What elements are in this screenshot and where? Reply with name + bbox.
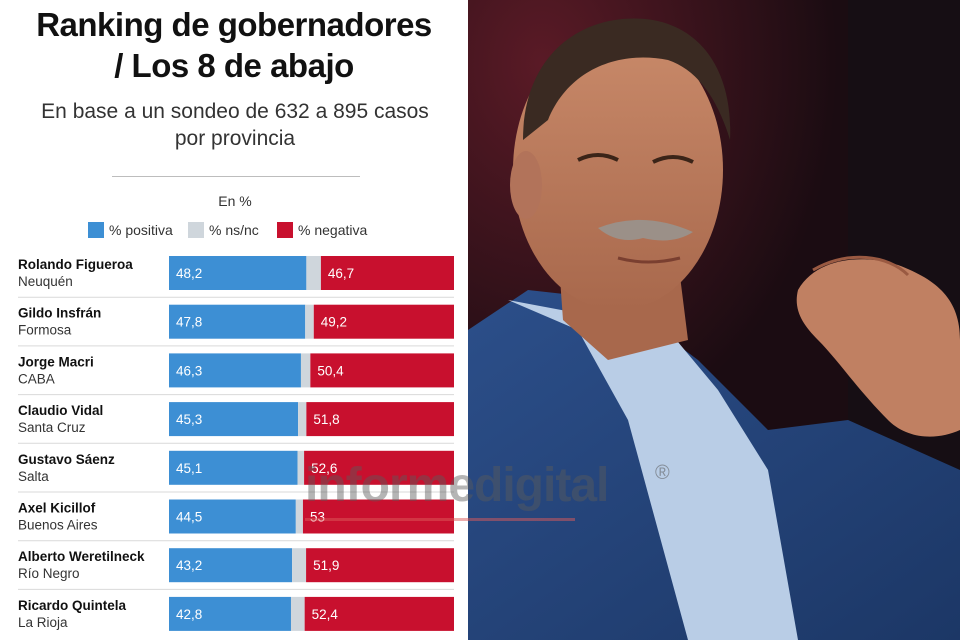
unit-label: En %	[218, 193, 252, 209]
watermark-text: informedigital	[305, 459, 609, 512]
bar-segment-negativa	[320, 256, 454, 290]
bar-segment-negativa	[310, 353, 454, 388]
governor-name: Axel Kicillof	[18, 501, 96, 516]
data-label: 52,4	[312, 607, 339, 622]
bar-segment-nsnc	[298, 402, 307, 437]
governor-name: Gildo Insfrán	[18, 306, 101, 321]
legend-label-negativa: % negativa	[298, 222, 368, 238]
legend-swatch-negativa	[277, 222, 293, 238]
chart-title-line2: / Los 8 de abajo	[114, 47, 354, 84]
bar-segment-negativa	[306, 548, 454, 583]
province-name: Neuquén	[18, 274, 73, 289]
legend-label-nsnc: % ns/nc	[209, 222, 259, 238]
data-label: 47,8	[176, 315, 202, 330]
province-name: Santa Cruz	[18, 420, 86, 435]
bar-segment-positiva	[169, 304, 306, 339]
bar-segment-negativa	[306, 402, 454, 437]
bar-segment-positiva	[169, 596, 291, 631]
bar-segment-negativa	[304, 450, 454, 485]
legend-swatch-nsnc	[188, 222, 204, 238]
legend-label-positiva: % positiva	[109, 222, 173, 238]
bar-segment-positiva	[169, 499, 296, 534]
province-name: Salta	[18, 469, 49, 484]
portrait-photo-image	[468, 0, 960, 640]
governor-name: Rolando Figueroa	[18, 257, 133, 272]
bar-segment-nsnc	[290, 596, 305, 631]
watermark-registered-icon: ®	[655, 462, 670, 484]
bar-segment-negativa	[313, 304, 454, 339]
bar-segment-nsnc	[292, 548, 307, 583]
bar-segment-nsnc	[305, 304, 314, 339]
chart-subtitle: En base a un sondeo de 632 a 895 casos p…	[0, 98, 470, 152]
divider	[112, 176, 360, 177]
data-label: 49,2	[321, 315, 347, 330]
province-name: La Rioja	[18, 615, 68, 630]
portrait-photo	[468, 0, 960, 640]
data-label: 52,6	[311, 461, 337, 476]
governor-name: Alberto Weretilneck	[18, 549, 145, 564]
data-label: 51,9	[313, 558, 339, 573]
data-label: 42,8	[176, 607, 202, 622]
data-label: 45,3	[176, 412, 202, 427]
data-label: 48,2	[176, 266, 202, 281]
data-label: 51,8	[313, 412, 339, 427]
province-name: Río Negro	[18, 566, 80, 581]
bar-segment-positiva	[169, 402, 299, 437]
bar-segment-negativa	[304, 596, 454, 631]
data-label: 43,2	[176, 558, 202, 573]
watermark-underline	[305, 518, 575, 521]
chart-subtitle-line1: En base a un sondeo de 632 a 895 casos	[41, 100, 429, 123]
data-label: 46,7	[328, 266, 354, 281]
bar-segment-negativa	[302, 499, 454, 534]
legend-swatch-positiva	[88, 222, 104, 238]
governor-name: Jorge Macri	[18, 354, 94, 369]
bar-segment-nsnc	[295, 499, 303, 534]
data-label: 50,4	[317, 363, 344, 378]
chart-subtitle-line2: por provincia	[174, 127, 296, 150]
bar-segment-positiva	[169, 548, 293, 583]
data-label: 45,1	[176, 461, 202, 476]
stacked-bar-chart: Rolando Figueroa Neuquén 48,2 46,7 Gildo Ins…	[18, 256, 454, 631]
chart-title-line1: Ranking de gobernadores	[36, 6, 432, 43]
bar-segment-positiva	[169, 256, 307, 290]
bar-segment-nsnc	[300, 353, 311, 388]
governor-name: Ricardo Quintela	[18, 598, 127, 613]
chart-title: Ranking de gobernadores / Los 8 de abajo	[0, 4, 468, 86]
province-name: Formosa	[18, 323, 72, 338]
data-label: 46,3	[176, 363, 202, 378]
bar-segment-nsnc	[297, 450, 305, 485]
bar-segment-positiva	[169, 353, 301, 388]
infographic-panel: Ranking de gobernadores / Los 8 de abajo…	[0, 0, 468, 640]
province-name: CABA	[18, 371, 55, 386]
bar-segment-nsnc	[306, 256, 321, 290]
governor-name: Claudio Vidal	[18, 403, 103, 418]
governor-name: Gustavo Sáenz	[18, 452, 115, 467]
bar-segment-positiva	[169, 450, 298, 485]
data-label: 44,5	[176, 510, 202, 525]
province-name: Buenos Aires	[18, 518, 98, 533]
